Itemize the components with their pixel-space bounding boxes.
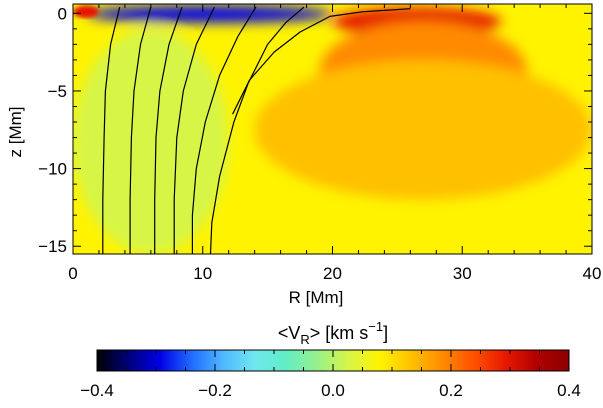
colorbar-tick-label: 0.4 [557, 381, 581, 400]
x-axis-label: R [Mm] [289, 288, 344, 307]
heatmap-region-4 [254, 59, 592, 200]
heatmap-region-5 [73, 28, 229, 254]
y-tick-label: 0 [58, 4, 67, 23]
colorbar-axis: −0.4 −0.2 0.0 0.2 0.4 [80, 350, 581, 400]
contour-line-1 [129, 6, 152, 254]
colorbar-tick-label: −0.4 [80, 381, 114, 400]
colorbar-tick-label: −0.2 [198, 381, 232, 400]
contour-line-3 [173, 6, 215, 254]
contour-line-2 [154, 6, 183, 254]
y-axis-label: z [Mm] [6, 107, 25, 158]
heatmap-region-1 [73, 5, 99, 18]
velocity-heatmap [73, 4, 592, 254]
colorbar-tick-label: 0.2 [439, 381, 463, 400]
colorbar-label: <VR> [km s−1] [278, 319, 388, 347]
x-tick-label: 10 [193, 264, 212, 283]
contour-line-5 [209, 6, 305, 254]
field-line-contours [102, 6, 411, 254]
x-axis: 0 10 20 30 40 [68, 4, 601, 283]
y-tick-label: −5 [48, 82, 67, 101]
x-tick-label: 0 [68, 264, 77, 283]
y-tick-label: −10 [38, 160, 67, 179]
y-tick-label: −15 [38, 237, 67, 256]
contour-line-0 [102, 6, 121, 254]
x-tick-label: 30 [453, 264, 472, 283]
contour-line-4 [191, 6, 257, 254]
x-tick-label: 20 [323, 264, 342, 283]
x-tick-label: 40 [583, 264, 602, 283]
y-axis: 0 −5 −10 −15 [38, 4, 592, 256]
colorbar-tick-label: 0.0 [321, 381, 345, 400]
contour-line-6 [232, 8, 411, 115]
